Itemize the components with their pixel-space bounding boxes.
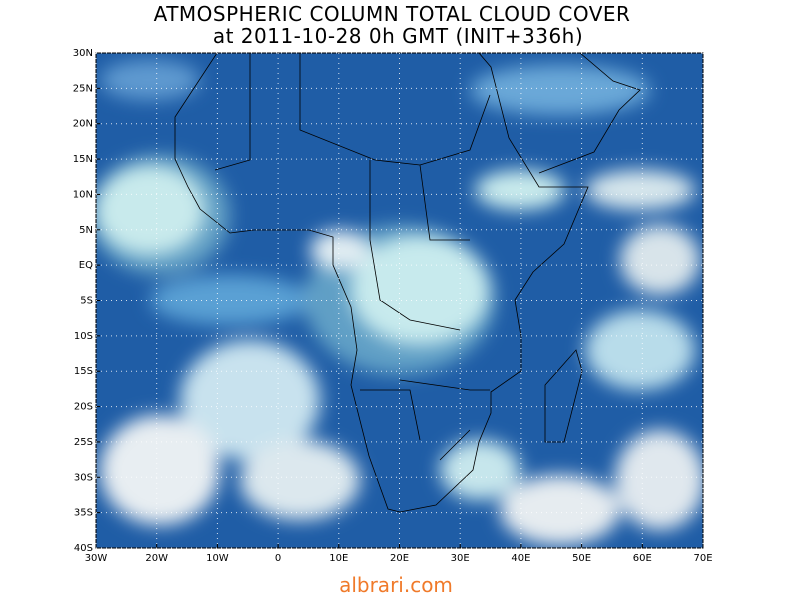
lon-tick-label: 40E [511,553,530,564]
lon-tick-label: 0 [275,553,281,564]
lat-tick-label: 20S [74,402,93,413]
lat-tick-label: 5S [80,296,93,307]
lon-tick-label: 50E [572,553,591,564]
lat-tick-label: 10S [74,331,93,342]
lon-tick-label: 20E [390,553,409,564]
title: ATMOSPHERIC COLUMN TOTAL CLOUD COVER [154,2,631,26]
lat-tick-label: 30N [73,48,93,59]
lon-tick-label: 10E [329,553,348,564]
lat-tick-label: 15N [73,154,93,165]
lon-tick-label: 70E [693,553,712,564]
lat-tick-label: 15S [74,366,93,377]
lat-tick-label: 25S [74,437,93,448]
coastlines [174,53,641,513]
lon-tick-label: 10W [206,553,229,564]
footer-link[interactable]: albrari.com [339,573,453,597]
lat-tick-label: 30S [74,472,93,483]
lat-tick-label: EQ [79,260,93,271]
lat-tick-label: 20N [73,119,93,130]
lon-tick-label: 20W [145,553,168,564]
subtitle: at 2011-10-28 0h GMT (INIT+336h) [213,24,583,48]
lat-tick-label: 10N [73,189,93,200]
lat-tick-label: 35S [74,508,93,519]
lat-tick-label: 25N [73,83,93,94]
lon-tick-label: 30W [85,553,108,564]
lon-tick-label: 30E [451,553,470,564]
lat-tick-label: 40S [74,543,93,554]
lon-tick-label: 60E [633,553,652,564]
cloud-field [96,53,703,548]
lat-tick-label: 5N [79,225,93,236]
